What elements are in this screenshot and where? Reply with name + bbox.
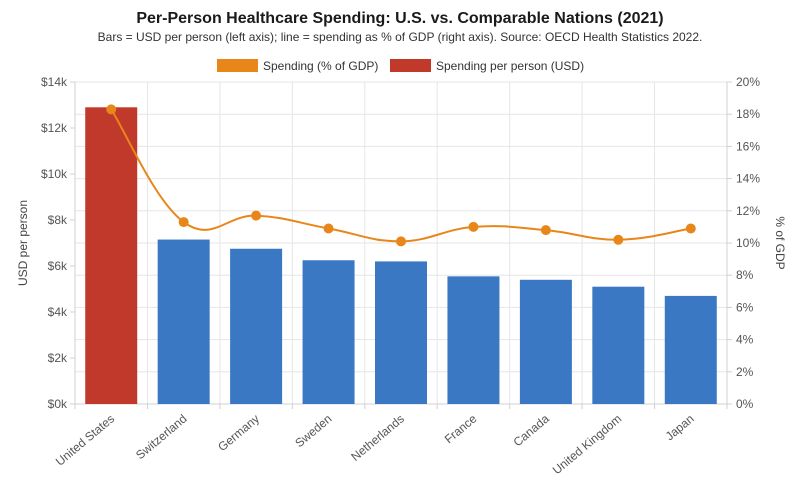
y-tick-label: $2k [48,351,68,365]
line-point[interactable] [685,223,696,234]
bar[interactable] [664,295,717,404]
legend-label-line: Spending (% of GDP) [263,59,378,73]
bars [85,107,717,405]
y2-tick-label: 6% [736,300,754,314]
line-point[interactable] [106,104,117,115]
x-tick-label: Netherlands [348,412,407,464]
line-point[interactable] [468,221,479,232]
y2-tick-label: 18% [736,107,760,121]
y-tick-label: $0k [48,397,68,411]
y2-tick-label: 16% [736,139,760,153]
legend-label-bars: Spending per person (USD) [436,59,584,73]
y2-tick-label: 10% [736,236,760,250]
bar[interactable] [592,286,645,404]
y2-tick-label: 20% [736,75,760,89]
x-tick-label: Canada [511,411,552,449]
y-axis-right-ticks: 0% 2% 4% 6% 8% 10% 12% 14% 16% 18% 20% [727,75,760,411]
x-tick-label: Japan [663,412,697,444]
bar[interactable] [302,260,355,404]
x-axis-ticks: United States Switzerland Germany Sweden Net… [53,404,697,477]
percent-gdp-line [106,104,696,247]
x-tick-label: France [442,411,480,446]
y2-tick-label: 4% [736,333,754,347]
chart-subtitle: Bars = USD per person (left axis); line … [98,30,703,44]
y2-tick-label: 14% [736,172,760,186]
x-tick-label: Switzerland [133,412,190,463]
legend-swatch-line [217,59,258,72]
line-point[interactable] [540,225,551,236]
y2-tick-label: 2% [736,365,754,379]
x-tick-label: United States [53,412,117,469]
x-tick-label: United Kingdom [550,412,624,478]
legend-item-line[interactable]: Spending (% of GDP) [217,59,378,73]
y2-tick-label: 8% [736,268,754,282]
legend-item-bars[interactable]: Spending per person (USD) [390,59,584,73]
y-axis-left-ticks: $0k $2k $4k $6k $8k $10k $12k $14k [41,75,75,411]
y-axis-left-title: USD per person [16,200,30,286]
bar[interactable] [519,279,572,404]
line-point[interactable] [323,223,334,234]
line-point[interactable] [613,234,624,245]
chart-title: Per-Person Healthcare Spending: U.S. vs.… [136,10,663,27]
y-tick-label: $4k [48,305,68,319]
y-axis-right-title: % of GDP [773,216,787,269]
bar[interactable] [375,261,427,404]
y-tick-label: $8k [48,213,68,227]
x-tick-label: Sweden [292,412,334,451]
line-point[interactable] [396,236,406,247]
bar[interactable] [157,239,210,404]
bar[interactable] [85,107,138,405]
y-tick-label: $10k [41,167,68,181]
legend-swatch-bars [390,59,431,72]
y-tick-label: $12k [41,121,68,135]
bar[interactable] [447,276,500,404]
y2-tick-label: 12% [736,204,760,218]
legend[interactable]: Spending (% of GDP) Spending per person … [217,59,584,73]
line-point[interactable] [251,210,262,221]
bar[interactable] [230,248,283,404]
y-tick-label: $14k [41,75,68,89]
line-point[interactable] [178,217,189,228]
x-tick-label: Germany [215,412,262,454]
series-line [110,108,691,243]
y2-tick-label: 0% [736,397,754,411]
y-tick-label: $6k [48,259,68,273]
